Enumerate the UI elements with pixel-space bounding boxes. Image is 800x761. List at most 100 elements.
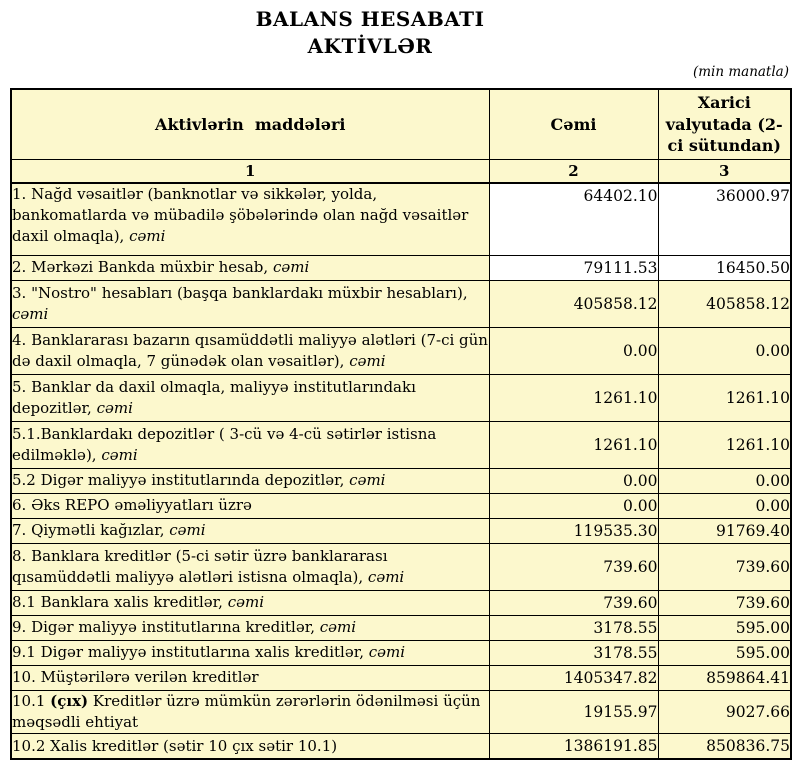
table-row: 3. "Nostro" hesabları (başqa banklardakı… [10, 279, 792, 328]
total-cell: 1261.10 [488, 373, 659, 422]
total-column-header: Cəmi [488, 88, 659, 160]
foreign-cell: 0.00 [657, 467, 792, 494]
foreign-cell: 595.00 [657, 639, 792, 666]
total-cell: 1261.10 [488, 420, 659, 469]
table-row: 7. Qiymətli kağızlar, cəmi 119535.30 91769… [10, 517, 792, 544]
row-label-text: 5.2 Digər maliyyə institutlarında depozi… [12, 471, 350, 490]
row-label-text: 4. Banklararası bazarın qısamüddətli mal… [12, 330, 488, 370]
row-label-cell: 1. Nağd vəsaitlər (banknotlar və sikkələ… [10, 182, 490, 256]
table-row: 9.1 Digər maliyyə institutlarına xalis k… [10, 639, 792, 666]
row-label-italic-suffix: cəmi [169, 521, 206, 540]
table-row: 8. Banklara kreditlər (5-ci sətir üzrə b… [10, 542, 792, 591]
row-label-text: 10. Müştərilərə verilən kreditlər [12, 668, 259, 687]
foreign-cell: 859864.41 [657, 664, 792, 691]
total-cell: 1405347.82 [488, 664, 659, 691]
row-label-text-after-bold: Kreditlər üzrə mümkün zərərlərin ödənilm… [12, 691, 481, 731]
report-title-block: BALANS HESABATI AKTİVLƏR [0, 0, 740, 59]
row-label-text: 10.2 Xalis kreditlər (sətir 10 çıx sətir… [12, 736, 338, 755]
row-label-cell: 10. Müştərilərə verilən kreditlər [10, 664, 490, 691]
total-cell: 64402.10 [488, 182, 659, 256]
items-column-header: Aktivlərin maddələri [10, 88, 490, 160]
foreign-currency-column-header: Xarici valyutada (2-ci sütundan) [657, 88, 792, 160]
row-label-cell: 5.1.Banklardakı depozitlər ( 3-cü və 4-c… [10, 420, 490, 469]
total-cell: 0.00 [488, 326, 659, 375]
total-cell: 3178.55 [488, 614, 659, 641]
row-label-cell: 3. "Nostro" hesabları (başqa banklardakı… [10, 279, 490, 328]
row-label-cell: 6. Əks REPO əməliyyatları üzrə [10, 492, 490, 519]
row-label-cell: 9. Digər maliyyə institutlarına kreditlə… [10, 614, 490, 641]
total-cell: 0.00 [488, 492, 659, 519]
row-label-text: 3. "Nostro" hesabları (başqa banklardakı… [12, 283, 468, 302]
foreign-cell: 1261.10 [657, 373, 792, 422]
column-number-1: 1 [10, 158, 490, 185]
row-label-text: 5.1.Banklardakı depozitlər ( 3-cü və 4-c… [12, 424, 437, 464]
foreign-cell: 9027.66 [657, 689, 792, 734]
row-label-italic-suffix: cəmi [272, 258, 310, 277]
row-label-text: 8. Banklara kreditlər (5-ci sətir üzrə b… [12, 546, 388, 586]
total-cell: 739.60 [488, 542, 659, 591]
row-label-text: 7. Qiymətli kağızlar, [12, 521, 170, 540]
table-header-row: Aktivlərin maddələri Cəmi Xarici valyuta… [10, 88, 792, 160]
unit-note: (min manatla) [692, 64, 789, 80]
total-cell: 405858.12 [488, 279, 659, 328]
table-row: 5. Banklar da daxil olmaqla, maliyyə ins… [10, 373, 792, 422]
row-label-text: 8.1 Banklara xalis kreditlər, [12, 593, 228, 612]
row-label-text: 9. Digər maliyyə institutlarına kreditlə… [12, 618, 320, 637]
row-label-cell: 7. Qiymətli kağızlar, cəmi [10, 517, 490, 544]
total-cell: 79111.53 [488, 254, 659, 281]
row-label-text: 2. Mərkəzi Bankda müxbir hesab, [12, 258, 273, 277]
total-cell: 19155.97 [488, 689, 659, 734]
row-label-bold-text: (çıx) [50, 691, 89, 710]
row-label-cell: 10.1 (çıx) Kreditlər üzrə mümkün zərərlə… [10, 689, 490, 734]
row-label-cell: 8. Banklara kreditlər (5-ci sətir üzrə b… [10, 542, 490, 591]
table-row: 8.1 Banklara xalis kreditlər, cəmi 739.60… [10, 589, 792, 616]
total-cell: 1386191.85 [488, 732, 659, 760]
row-label-cell: 9.1 Digər maliyyə institutlarına xalis k… [10, 639, 490, 666]
row-label-cell: 8.1 Banklara xalis kreditlər, cəmi [10, 589, 490, 616]
row-label-italic-suffix: cəmi [129, 227, 166, 246]
row-label-text: 10.1 [12, 691, 51, 710]
row-label-text: 6. Əks REPO əməliyyatları üzrə [12, 496, 252, 515]
table-row: 6. Əks REPO əməliyyatları üzrə 0.00 0.00 [10, 492, 792, 519]
column-number-2: 2 [488, 158, 659, 185]
row-label-text: 1. Nağd vəsaitlər (banknotlar və sikkələ… [12, 185, 469, 246]
foreign-cell: 739.60 [657, 589, 792, 616]
foreign-cell: 16450.50 [657, 254, 792, 281]
table-row: 10. Müştərilərə verilən kreditlər 1405347… [10, 664, 792, 691]
table-row: 1. Nağd vəsaitlər (banknotlar və sikkələ… [10, 182, 792, 256]
row-label-italic-suffix: cəmi [368, 643, 406, 662]
table-row: 5.2 Digər maliyyə institutlarında depozi… [10, 467, 792, 494]
foreign-cell: 0.00 [657, 492, 792, 519]
total-cell: 739.60 [488, 589, 659, 616]
column-number-3: 3 [657, 158, 792, 185]
row-label-cell: 5.2 Digər maliyyə institutlarında depozi… [10, 467, 490, 494]
row-label-cell: 4. Banklararası bazarın qısamüddətli mal… [10, 326, 490, 375]
row-label-cell: 10.2 Xalis kreditlər (sətir 10 çıx sətir… [10, 732, 490, 760]
foreign-cell: 595.00 [657, 614, 792, 641]
row-label-italic-suffix: cəmi [101, 445, 138, 464]
row-label-italic-suffix: cəmi [367, 567, 405, 586]
foreign-cell: 739.60 [657, 542, 792, 591]
assets-table: Aktivlərin maddələri Cəmi Xarici valyuta… [10, 88, 792, 761]
foreign-cell: 0.00 [657, 326, 792, 375]
foreign-cell: 36000.97 [657, 182, 792, 256]
total-cell: 119535.30 [488, 517, 659, 544]
foreign-cell: 405858.12 [657, 279, 792, 328]
row-label-italic-suffix: cəmi [12, 304, 49, 323]
report-title: BALANS HESABATI [255, 7, 485, 31]
row-label-text: 5. Banklar da daxil olmaqla, maliyyə ins… [12, 377, 416, 417]
table-row: 2. Mərkəzi Bankda müxbir hesab, cəmi 7911… [10, 254, 792, 281]
table-row: 10.1 (çıx) Kreditlər üzrə mümkün zərərlə… [10, 689, 792, 734]
total-cell: 3178.55 [488, 639, 659, 666]
table-row: 10.2 Xalis kreditlər (sətir 10 çıx sətir… [10, 732, 792, 760]
table-row: 5.1.Banklardakı depozitlər ( 3-cü və 4-c… [10, 420, 792, 469]
row-label-italic-suffix: cəmi [227, 593, 265, 612]
table-row: 9. Digər maliyyə institutlarına kreditlə… [10, 614, 792, 641]
row-label-italic-suffix: cəmi [319, 618, 357, 637]
row-label-cell: 2. Mərkəzi Bankda müxbir hesab, cəmi [10, 254, 490, 281]
report-subtitle: AKTİVLƏR [307, 34, 433, 58]
table-row: 4. Banklararası bazarın qısamüddətli mal… [10, 326, 792, 375]
row-label-cell: 5. Banklar da daxil olmaqla, maliyyə ins… [10, 373, 490, 422]
row-label-italic-suffix: cəmi [349, 351, 386, 370]
foreign-cell: 91769.40 [657, 517, 792, 544]
